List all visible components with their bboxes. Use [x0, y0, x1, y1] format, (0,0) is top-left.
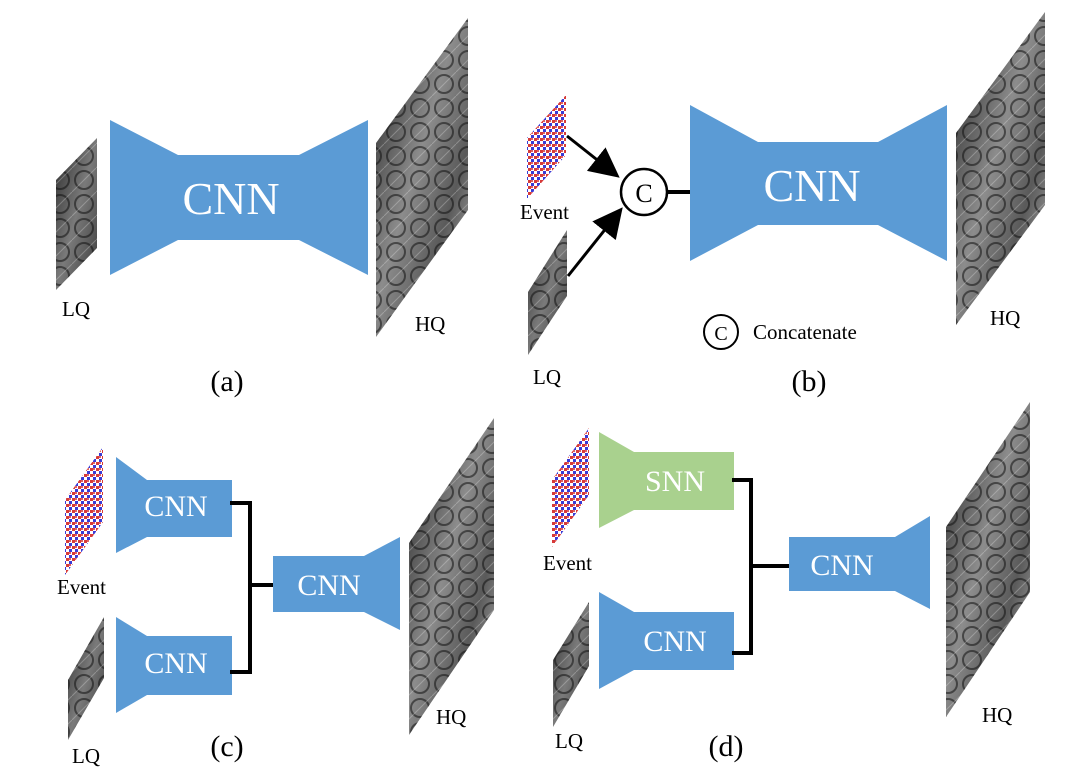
panel-d: Event LQ SNN CNN CNN HQ (d)	[543, 402, 1030, 763]
image-cnn-label: CNN	[144, 647, 207, 680]
hq-label: HQ	[990, 306, 1020, 330]
lq-label: LQ	[533, 365, 561, 389]
event-label: Event	[520, 200, 569, 224]
event-image	[552, 428, 589, 547]
cnn-encoder-decoder-block	[110, 120, 368, 275]
concat-symbol: C	[635, 179, 652, 208]
panel-caption: (b)	[792, 365, 827, 398]
lq-label: LQ	[555, 729, 583, 753]
fusion-bracket	[230, 501, 252, 674]
event-image	[527, 95, 566, 199]
panel-a: LQ CNN HQ (a)	[56, 18, 468, 398]
fusion-cnn-decoder-block	[789, 516, 930, 609]
event-label: Event	[57, 575, 106, 599]
fusion-bracket	[732, 478, 753, 655]
event-label: Event	[543, 551, 592, 575]
cnn-encoder-decoder-block	[690, 105, 947, 261]
snn-encoder-block	[599, 432, 734, 528]
hq-image	[376, 18, 468, 337]
hq-image	[956, 12, 1045, 325]
event-to-concat-arrow	[566, 134, 620, 178]
image-cnn-encoder-block	[116, 617, 232, 713]
hq-label: HQ	[436, 705, 466, 729]
lq-label: LQ	[62, 297, 90, 321]
image-cnn-encoder-block	[599, 592, 734, 689]
panel-c: Event LQ CNN CNN CNN HQ (c)	[57, 418, 494, 768]
event-cnn-label: CNN	[144, 490, 207, 523]
lq-image	[528, 230, 567, 355]
cnn-label: CNN	[182, 173, 279, 224]
legend-text: Concatenate	[753, 320, 857, 344]
image-cnn-label: CNN	[643, 625, 706, 658]
snn-label: SNN	[645, 465, 705, 498]
lq-label: LQ	[72, 744, 100, 768]
fusion-cnn-label: CNN	[810, 549, 873, 582]
legend-symbol: C	[714, 323, 727, 345]
panel-caption: (d)	[709, 730, 744, 763]
lq-image	[56, 138, 97, 290]
fusion-cnn-decoder-block	[273, 537, 400, 630]
lq-image	[553, 602, 589, 727]
concat-operator: C	[619, 167, 669, 217]
hq-image	[946, 402, 1030, 717]
lq-to-concat-arrow	[566, 207, 623, 277]
panel-caption: (a)	[210, 365, 243, 398]
hq-image	[409, 418, 494, 735]
concatenate-legend: C Concatenate	[703, 314, 857, 350]
panel-b: Event LQ C CNN HQ C Concatenate (b)	[520, 12, 1045, 398]
fusion-cnn-label: CNN	[297, 569, 360, 602]
event-cnn-encoder-block	[116, 457, 232, 553]
cnn-label: CNN	[763, 160, 860, 211]
event-image	[65, 447, 103, 575]
hq-label: HQ	[982, 703, 1012, 727]
hq-label: HQ	[415, 312, 445, 336]
lq-image	[68, 617, 104, 740]
panel-caption: (c)	[210, 730, 243, 763]
